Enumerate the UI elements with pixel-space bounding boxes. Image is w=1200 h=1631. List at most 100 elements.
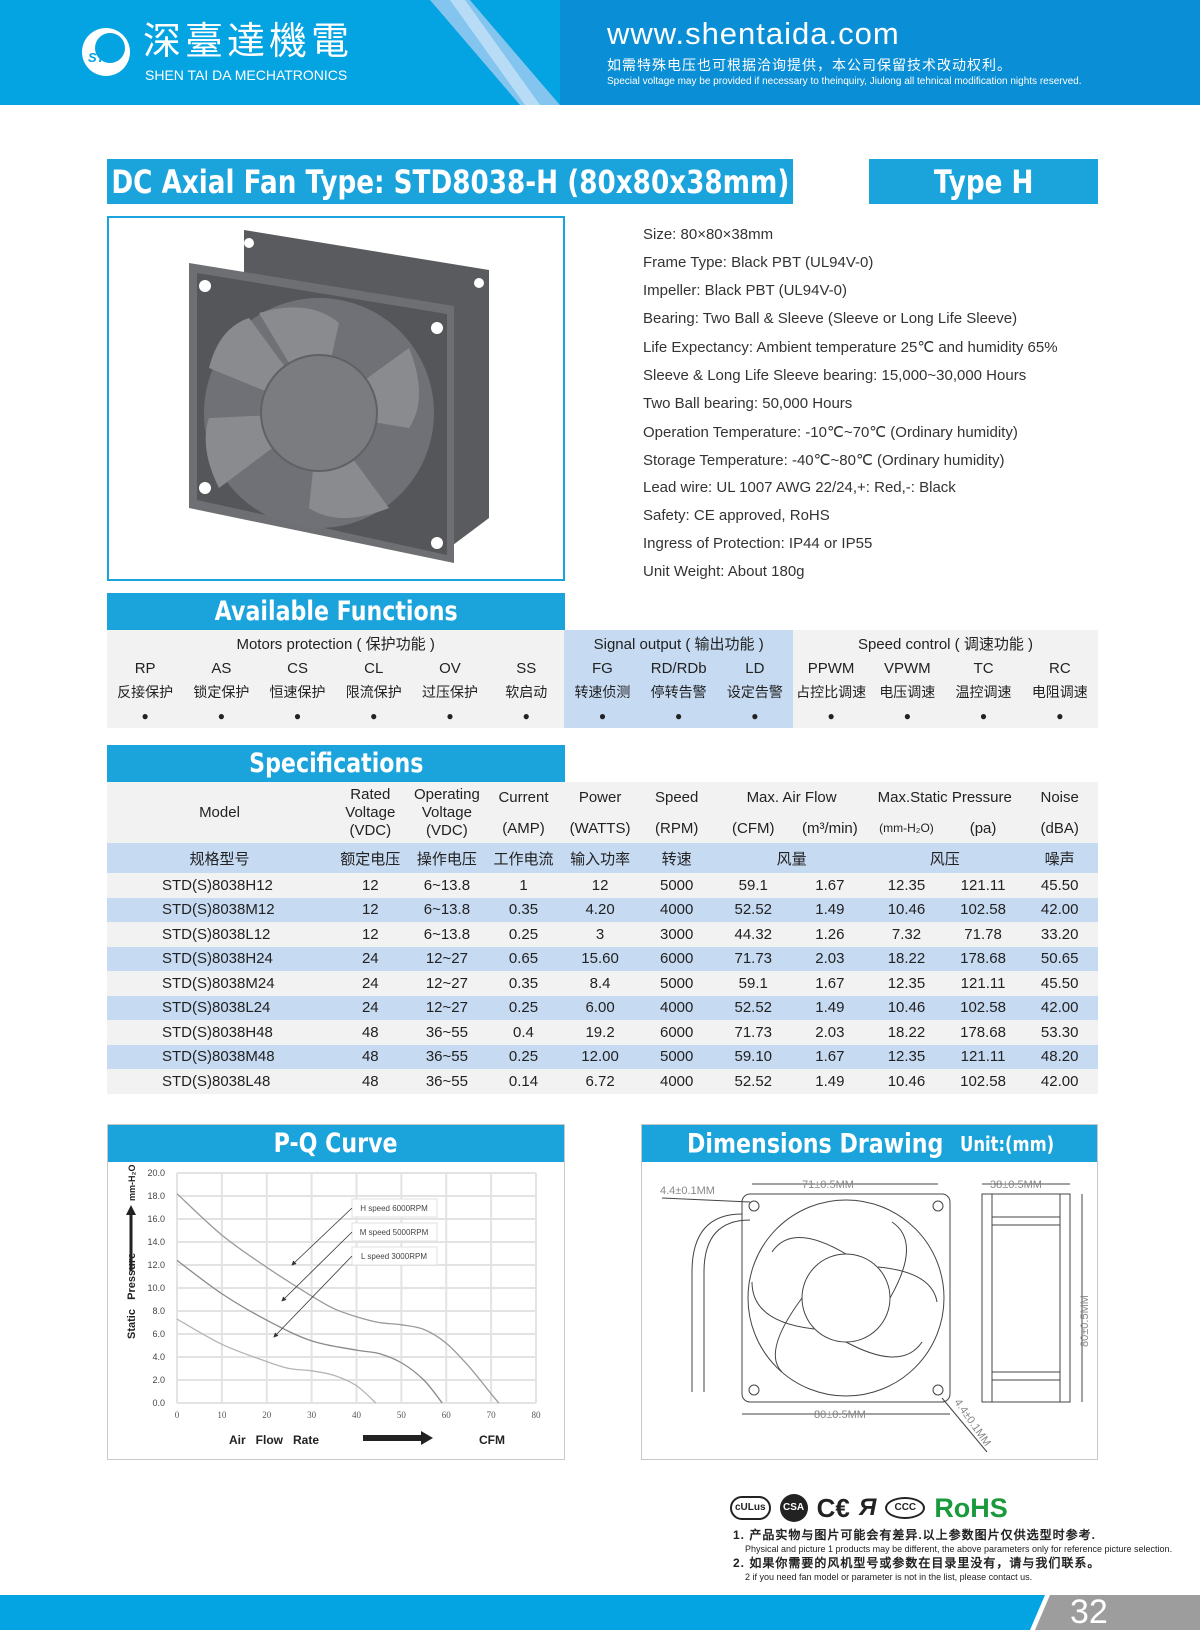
value-cell: 18.22 xyxy=(887,950,926,968)
value-cell: 52.52 xyxy=(734,901,773,919)
spec-unit: (pa) xyxy=(969,819,997,837)
value-cell: 12~27 xyxy=(425,950,468,968)
value-cell: 10.46 xyxy=(887,1072,926,1090)
note-2-cn: 2. 如果你需要的风机型号或参数在目录里没有，请与我们联系。 xyxy=(733,1556,1101,1570)
value-cell: 5000 xyxy=(659,974,694,992)
spec-line: Impeller: Black PBT (UL94V-0) xyxy=(643,282,847,300)
model-cell: STD(S)8038H12 xyxy=(162,876,273,894)
function-name-cn: 电压调速 xyxy=(869,680,946,704)
function-code: TC xyxy=(945,656,1022,680)
ul-mark-icon: cULus xyxy=(730,1496,771,1520)
page-footer xyxy=(0,1595,1200,1630)
function-available-mark: ● xyxy=(335,704,412,728)
value-cell: 0.4 xyxy=(513,1023,534,1041)
value-cell: 45.50 xyxy=(1040,974,1079,992)
brand-name-en: SHEN TAI DA MECHATRONICS xyxy=(145,67,348,83)
model-cell: STD(S)8038L24 xyxy=(162,999,271,1017)
note-1-cn: 1. 产品实物与图片可能会有差异.以上参数图片仅供选型时参考. xyxy=(733,1528,1097,1542)
value-cell: 1.67 xyxy=(815,876,845,894)
value-cell: 12 xyxy=(361,925,379,943)
table-row: STD(S)8038M24 24 12~27 0.35 8.4 5000 59.1 1.67 1… xyxy=(107,971,1098,996)
value-cell: 59.1 xyxy=(738,876,768,894)
function-code: CL xyxy=(335,656,412,680)
x-axis-arrow-icon xyxy=(363,1435,423,1441)
value-cell: 36~55 xyxy=(425,1023,468,1041)
function-code: RP xyxy=(107,656,184,680)
function-name-cn: 反接保护 xyxy=(107,680,184,704)
x-tick-label: 60 xyxy=(442,1410,452,1420)
value-cell: 53.30 xyxy=(1040,1023,1079,1041)
function-name-cn: 温控调速 xyxy=(945,680,1022,704)
value-cell: 2.03 xyxy=(815,950,845,968)
note-1-en: Physical and picture 1 products may be d… xyxy=(745,1544,1173,1554)
value-cell: 102.58 xyxy=(960,999,1006,1017)
function-available-mark: ● xyxy=(107,704,184,728)
value-cell: 12 xyxy=(361,901,379,919)
value-cell: 10.46 xyxy=(887,999,926,1017)
model-cell: STD(S)8038L12 xyxy=(162,925,271,943)
model-cell: STD(S)8038M24 xyxy=(162,974,275,992)
value-cell: 48 xyxy=(361,1023,379,1041)
value-cell: 1.49 xyxy=(815,901,845,919)
notice-cn: 如需特殊电压也可根据洽询提供，本公司保留技术改动权利。 xyxy=(607,57,1012,73)
model-cell: STD(S)8038H24 xyxy=(162,950,273,968)
spec-header: Rated Voltage (VDC) xyxy=(345,785,396,839)
function-available-mark: ● xyxy=(792,704,870,728)
value-cell: 6~13.8 xyxy=(423,901,471,919)
dim-depth: 38±0.5MM xyxy=(990,1179,1042,1191)
pq-curve-title: P-Q Curve xyxy=(108,1125,564,1162)
value-cell: 42.00 xyxy=(1040,999,1079,1017)
value-cell: 1.67 xyxy=(815,974,845,992)
function-name-cn: 转速侦测 xyxy=(564,680,641,704)
value-cell: 3000 xyxy=(659,925,694,943)
function-code: FG xyxy=(564,656,641,680)
value-cell: 0.25 xyxy=(508,925,539,943)
function-code: RC xyxy=(1021,656,1098,680)
header-stripes xyxy=(430,0,560,105)
ur-mark-icon: Я xyxy=(858,1494,877,1521)
x-tick-label: 10 xyxy=(217,1410,227,1420)
dimensions-drawing: 71±0.5MM 4.4±0.1MM 80±0.5MM 38±0.5MM 80±… xyxy=(660,1179,1091,1453)
value-cell: 178.68 xyxy=(960,950,1006,968)
website-url[interactable]: www.shentaida.com xyxy=(607,16,900,51)
function-available-mark: ● xyxy=(716,704,793,728)
spec-header: Max. Air Flow xyxy=(746,789,837,806)
rohs-mark: RoHS xyxy=(934,1492,1008,1523)
value-cell: 36~55 xyxy=(425,1072,468,1090)
y-axis-unit: mm-H₂O xyxy=(127,1164,137,1201)
product-title: DC Axial Fan Type: STD8038-H (80x80x38mm… xyxy=(107,159,793,204)
x-tick-label: 0 xyxy=(175,1410,180,1420)
value-cell: 0.65 xyxy=(508,950,539,968)
value-cell: 6.00 xyxy=(585,999,615,1017)
value-cell: 6.72 xyxy=(585,1072,615,1090)
value-cell: 6~13.8 xyxy=(423,876,471,894)
value-cell: 12 xyxy=(361,876,379,894)
value-cell: 6000 xyxy=(659,950,694,968)
spec-header-cn: 规格型号 xyxy=(189,850,250,868)
spec-unit: (RPM) xyxy=(655,819,699,837)
spec-header-cn: 输入功率 xyxy=(570,850,631,868)
function-available-mark: ● xyxy=(259,704,336,728)
spec-line: Ingress of Protection: IP44 or IP55 xyxy=(643,535,873,553)
spec-header: Noise xyxy=(1040,789,1079,806)
fan-photo-icon xyxy=(189,230,489,563)
value-cell: 71.73 xyxy=(734,950,773,968)
value-cell: 48 xyxy=(361,1072,379,1090)
x-axis-label: Air Flow Rate xyxy=(229,1433,319,1447)
table-row: STD(S)8038H12 12 6~13.8 1 12 5000 59.1 1.67 12.3… xyxy=(107,873,1098,898)
value-cell: 121.11 xyxy=(960,1048,1006,1066)
dimensions-panel: Dimensions Drawing Unit:(mm) 71±0.5MM 4.… xyxy=(641,1124,1098,1460)
function-name-cn: 恒速保护 xyxy=(259,680,336,704)
notice-en: Special voltage may be provided if neces… xyxy=(607,76,1082,87)
spec-line: Safety: CE approved, RoHS xyxy=(643,507,830,524)
spec-line: Bearing: Two Ball & Sleeve (Sleeve or Lo… xyxy=(643,310,1018,328)
value-cell: 102.58 xyxy=(960,1072,1006,1090)
y-tick-label: 10.0 xyxy=(147,1283,165,1293)
value-cell: 59.10 xyxy=(734,1048,773,1066)
pq-curve-chart: 0 10 20 30 40 50 60 70 80 0.0 2.0 4.0 6.0 8.0 10.0 12.0… xyxy=(126,1164,541,1447)
value-cell: 1.26 xyxy=(815,925,845,943)
spec-line: Unit Weight: About 180g xyxy=(643,563,805,581)
series-line-h xyxy=(176,1193,500,1404)
spec-header-cn: 风压 xyxy=(929,850,960,868)
value-cell: 2.03 xyxy=(815,1023,845,1041)
